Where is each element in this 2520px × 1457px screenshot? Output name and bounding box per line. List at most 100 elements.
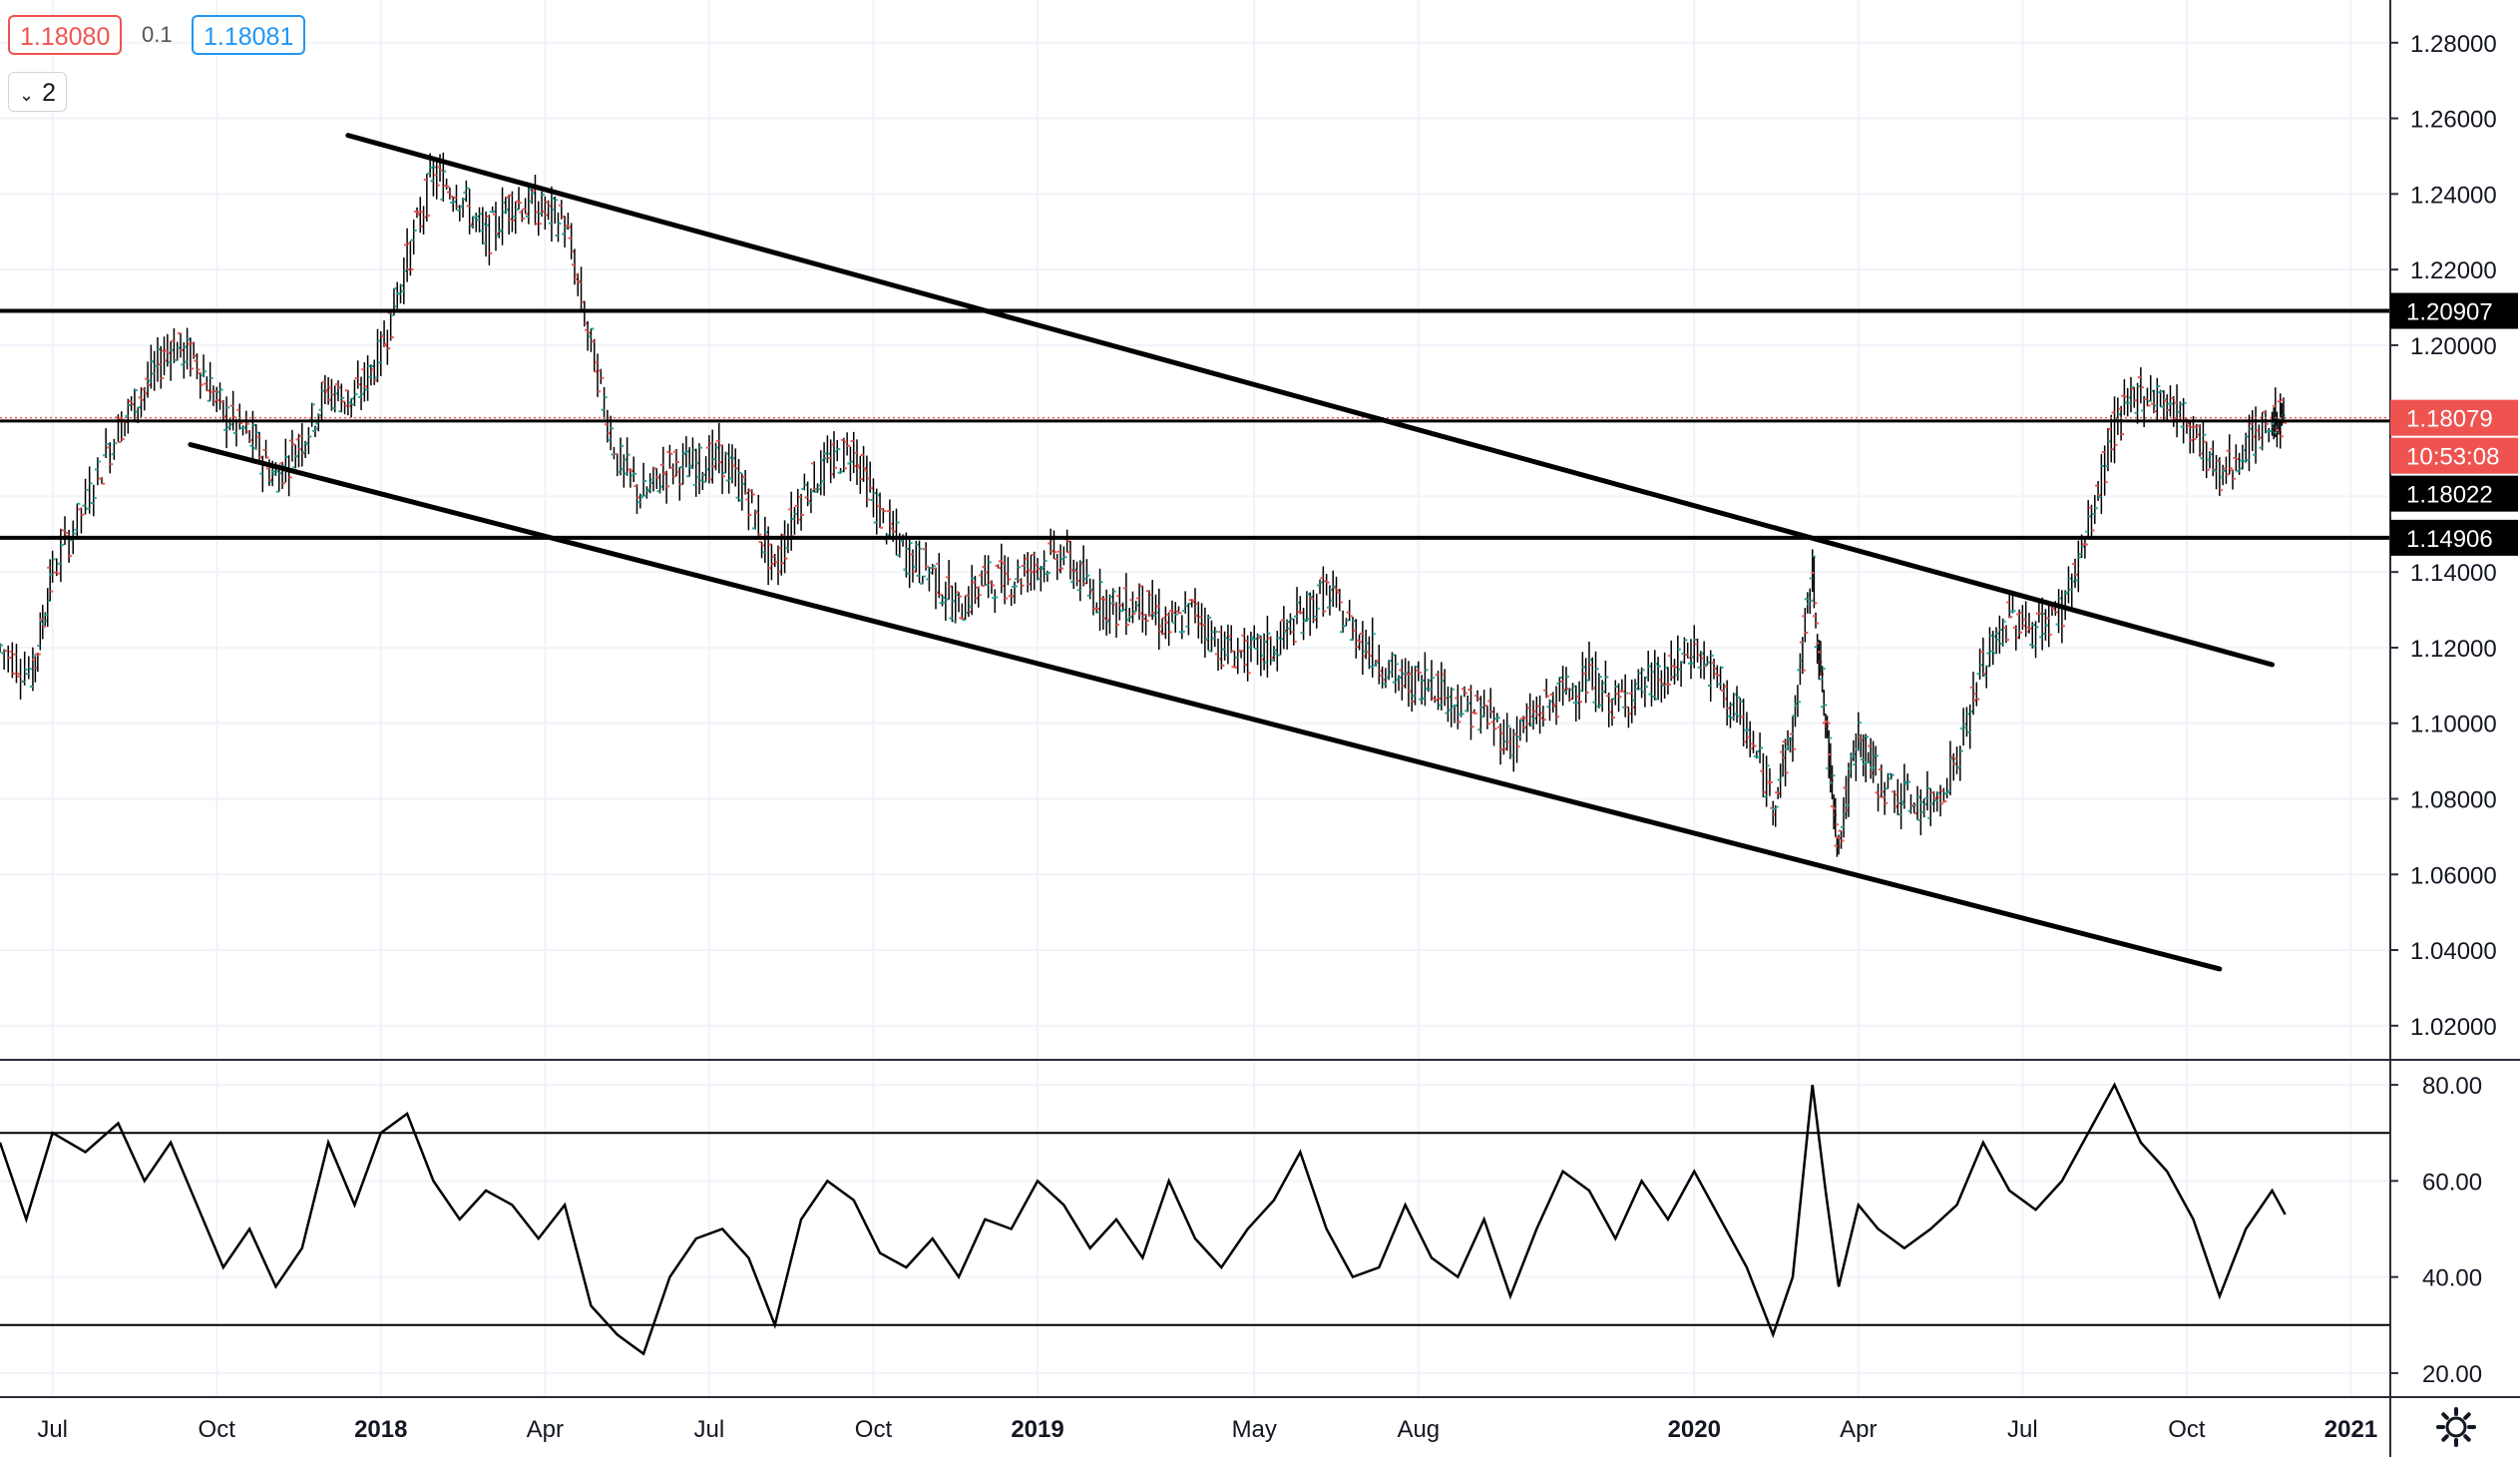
price-bar — [2095, 481, 2102, 501]
price-bar — [1188, 599, 1195, 608]
price-bar — [219, 399, 226, 421]
price-bar — [975, 586, 982, 608]
price-bar — [1323, 574, 1330, 596]
price-bar — [1832, 797, 1839, 837]
price-bar — [2174, 384, 2181, 438]
price-bar — [315, 413, 322, 432]
price-bar — [118, 411, 125, 442]
price-bar — [1576, 681, 1583, 721]
price-bar — [128, 395, 135, 411]
price-bar — [1799, 637, 1806, 675]
price-bar — [1, 649, 8, 671]
x-tick-label: Oct — [2168, 1416, 2206, 1443]
price-bar — [1533, 696, 1540, 725]
price-bar — [532, 175, 539, 226]
oscillator-tick-label: 60.00 — [2422, 1169, 2482, 1196]
price-bar — [867, 461, 874, 493]
price-bar — [985, 555, 992, 599]
price-bar — [1083, 559, 1090, 585]
price-bar — [1178, 615, 1185, 640]
price-bar — [585, 320, 592, 351]
price-bar — [633, 484, 640, 514]
price-bar — [1419, 675, 1426, 705]
price-bar — [1497, 724, 1504, 765]
price-bar — [282, 438, 289, 483]
price-bar — [1559, 666, 1566, 707]
price-bar — [358, 376, 365, 411]
price-bar — [111, 438, 118, 460]
price-bar — [1402, 658, 1409, 689]
price-bar — [1549, 692, 1556, 714]
price-bar — [2068, 573, 2075, 609]
price-bar — [1002, 555, 1009, 605]
oscillator-series-line — [0, 1082, 2287, 1356]
price-bar — [1707, 650, 1714, 703]
price-bar — [1717, 666, 1724, 691]
collapse-count: 2 — [42, 79, 56, 107]
price-bar — [1238, 649, 1245, 659]
price-bar — [1113, 602, 1120, 639]
price-bar — [1455, 684, 1462, 729]
prev-close-tag-bg — [2390, 475, 2518, 512]
price-bar — [1448, 687, 1455, 728]
trendline[interactable] — [345, 133, 2276, 668]
price-bar — [1432, 696, 1439, 704]
price-bar — [256, 432, 263, 462]
gear-icon[interactable] — [2434, 1405, 2478, 1449]
ask-price-box[interactable]: 1.18081 — [192, 15, 306, 55]
price-bar — [2022, 601, 2029, 638]
collapse-button[interactable]: ⌄ 2 — [8, 72, 67, 112]
price-bar — [942, 581, 949, 621]
price-bar — [62, 516, 69, 546]
price-bar — [1076, 560, 1083, 602]
price-bar — [1917, 788, 1924, 836]
price-bar — [2151, 389, 2158, 414]
price-bar — [2045, 604, 2052, 648]
price-bar — [288, 429, 295, 462]
price-bar — [1625, 706, 1632, 728]
price-bar — [627, 468, 633, 488]
spread-label: 0.1 — [142, 22, 173, 47]
oscillator-tick-label: 20.00 — [2422, 1361, 2482, 1388]
price-bar — [1763, 755, 1770, 807]
price-bar — [453, 185, 460, 211]
price-bar — [979, 570, 986, 587]
price-bar — [1648, 662, 1655, 707]
price-bar — [1103, 589, 1110, 636]
price-bar — [807, 488, 814, 514]
bid-price-box[interactable]: 1.18080 — [8, 15, 123, 55]
price-bar — [262, 439, 269, 459]
price-bar — [1409, 666, 1416, 713]
price-bar — [308, 402, 315, 427]
price-bar — [1772, 804, 1779, 827]
price-bar — [2144, 387, 2151, 407]
price-bar — [181, 342, 188, 379]
price-bar — [1824, 716, 1831, 738]
price-bar — [407, 241, 414, 276]
price-bar — [738, 473, 745, 511]
price-bar — [545, 200, 552, 221]
price-bar — [158, 345, 165, 389]
price-bar — [2104, 428, 2111, 472]
price-bar — [640, 462, 647, 497]
price-bar — [2200, 420, 2207, 471]
price-bar — [653, 467, 660, 489]
price-bar — [148, 344, 155, 389]
price-bar — [496, 216, 503, 239]
price-bar — [1442, 669, 1449, 707]
price-bar — [1185, 602, 1192, 636]
price-bar — [397, 283, 404, 303]
price-bar — [1136, 583, 1143, 621]
price-bar — [2012, 625, 2019, 651]
price-bar — [443, 178, 450, 190]
price-bar — [213, 386, 220, 413]
price-bar — [1195, 601, 1202, 639]
price-bar — [1993, 627, 2000, 655]
price-bar — [191, 341, 198, 359]
price-bar — [1996, 615, 2003, 654]
price-bar — [850, 431, 857, 473]
price-bar — [1011, 581, 1018, 605]
price-bar — [5, 645, 12, 673]
trendline[interactable] — [188, 442, 2223, 972]
